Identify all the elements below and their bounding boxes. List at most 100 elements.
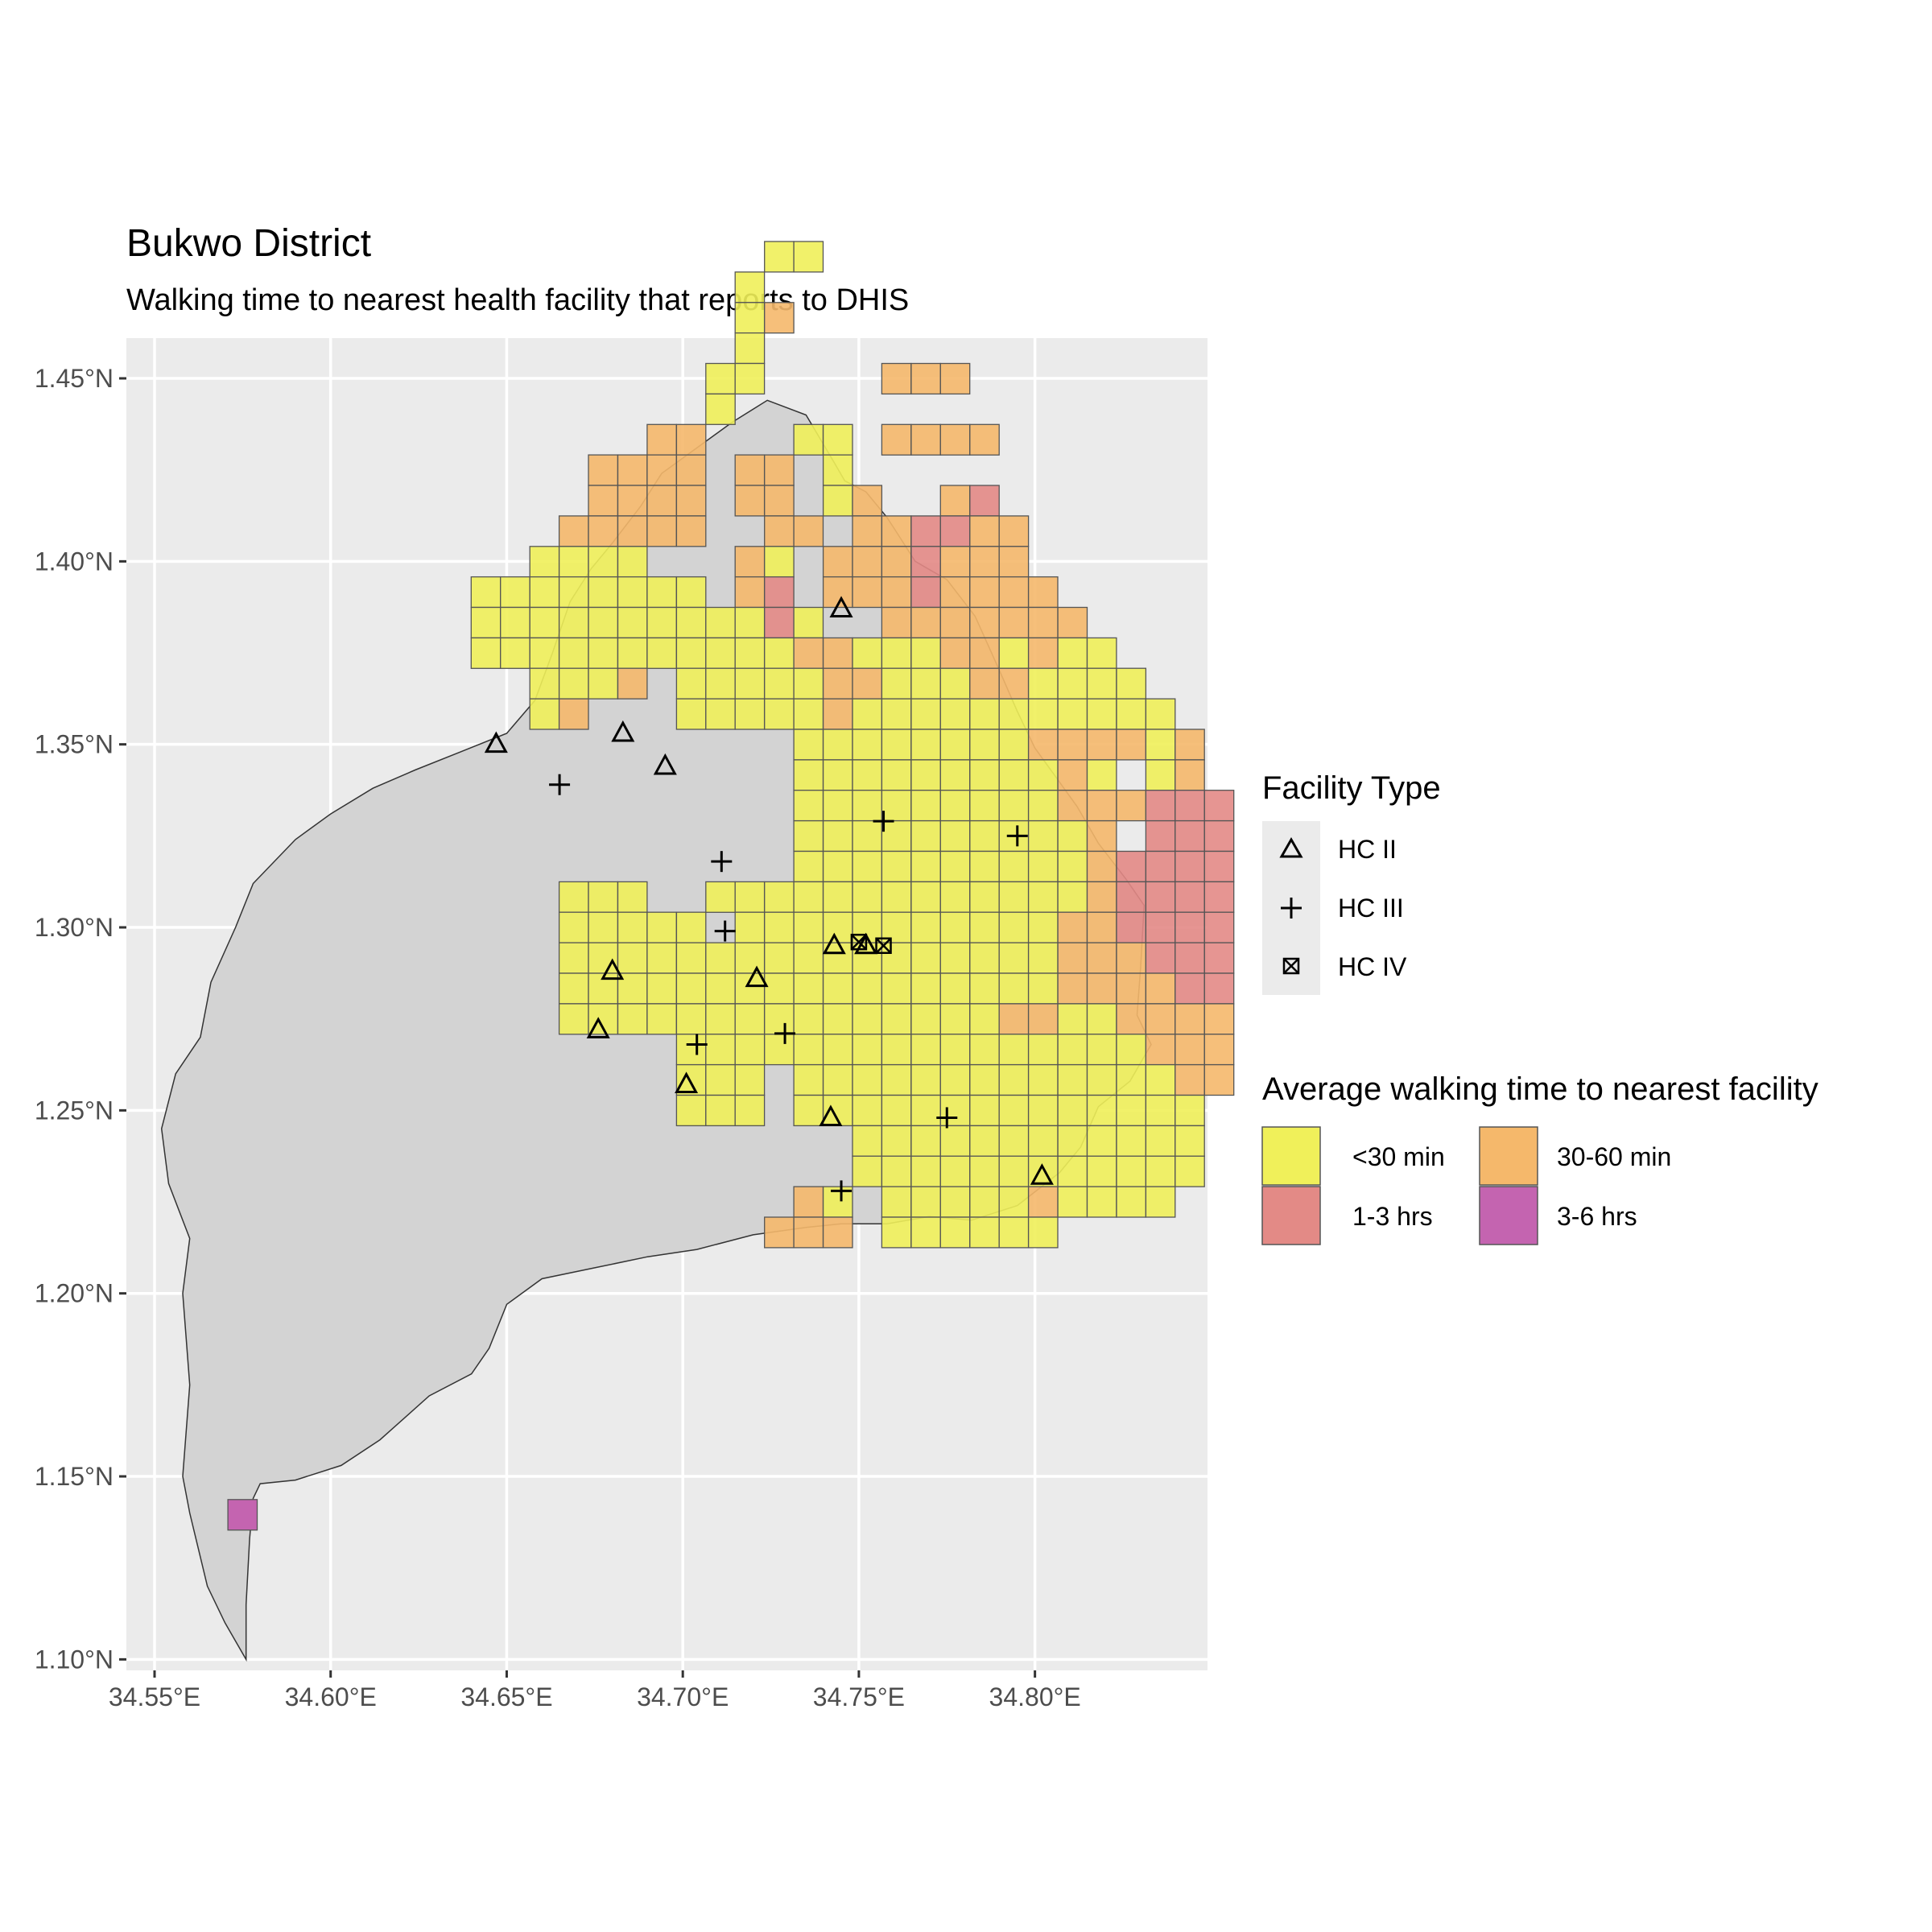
cell-under-30-min — [1027, 698, 1059, 730]
cell-under-30-min — [852, 1125, 883, 1157]
cell-under-30-min — [822, 972, 853, 1005]
cell-under-30-min — [617, 546, 648, 578]
legend-label-hc4: HC IV — [1338, 952, 1407, 981]
cell-under-30-min — [675, 1003, 707, 1035]
cell-under-30-min — [969, 1034, 1000, 1066]
cell-under-30-min — [588, 881, 619, 913]
cell-under-30-min — [470, 576, 502, 609]
cell-1-3-hrs — [1145, 911, 1176, 943]
cell-30-60-min — [675, 454, 707, 486]
cell-under-30-min — [1027, 1094, 1059, 1127]
cell-30-60-min — [1027, 1186, 1059, 1218]
cell-30-60-min — [939, 485, 971, 517]
cell-under-30-min — [1027, 667, 1059, 700]
facility-type-legend: Facility Type HC II HC III HC IV — [1262, 770, 1441, 995]
cell-under-30-min — [1057, 1094, 1088, 1127]
cell-under-30-min — [705, 606, 736, 639]
cell-under-30-min — [852, 1063, 883, 1096]
cell-30-60-min — [1145, 1034, 1176, 1066]
cell-under-30-min — [1086, 1094, 1117, 1127]
cell-under-30-min — [1116, 698, 1147, 730]
cell-1-3-hrs — [1174, 911, 1205, 943]
cell-30-60-min — [1086, 881, 1117, 913]
y-tick-label: 1.35°N — [35, 730, 114, 759]
cell-30-60-min — [617, 454, 648, 486]
cell-30-60-min — [969, 667, 1000, 700]
cell-under-30-min — [822, 1063, 853, 1096]
cell-under-30-min — [764, 546, 795, 578]
cell-1-3-hrs — [1174, 790, 1205, 822]
cell-1-3-hrs — [1145, 881, 1176, 913]
cell-under-30-min — [793, 698, 824, 730]
cell-under-30-min — [998, 790, 1030, 822]
cell-30-60-min — [881, 515, 912, 547]
x-tick-label: 34.55°E — [109, 1682, 200, 1711]
cell-under-30-min — [939, 1186, 971, 1218]
cell-30-60-min — [764, 515, 795, 547]
facility-hc2-marker — [484, 731, 508, 753]
chart-title: Bukwo District — [126, 222, 371, 265]
cell-under-30-min — [969, 881, 1000, 913]
cell-30-60-min — [1086, 790, 1117, 822]
legend-label-30-60-min: 30-60 min — [1557, 1142, 1671, 1171]
cell-under-30-min — [910, 972, 941, 1005]
cell-under-30-min — [881, 729, 912, 761]
cell-30-60-min — [998, 606, 1030, 639]
cell-30-60-min — [939, 546, 971, 578]
cell-30-60-min — [764, 454, 795, 486]
cell-30-60-min — [1116, 972, 1147, 1005]
cell-under-30-min — [1057, 1125, 1088, 1157]
cell-under-30-min — [1027, 942, 1059, 974]
cell-under-30-min — [793, 790, 824, 822]
cell-30-60-min — [558, 698, 589, 730]
cell-under-30-min — [1027, 759, 1059, 791]
map-panel — [126, 241, 1235, 1670]
cell-under-30-min — [588, 667, 619, 700]
legend-item-hc2: HC II — [1279, 835, 1397, 864]
cell-30-60-min — [1057, 729, 1088, 761]
cell-under-30-min — [1145, 1155, 1176, 1187]
cell-1-3-hrs — [910, 546, 941, 578]
cell-1-3-hrs — [1145, 850, 1176, 883]
cell-under-30-min — [998, 942, 1030, 974]
cell-under-30-min — [705, 698, 736, 730]
cell-under-30-min — [881, 1094, 912, 1127]
cell-under-30-min — [939, 1155, 971, 1187]
cell-under-30-min — [822, 819, 853, 852]
cell-under-30-min — [1086, 1034, 1117, 1066]
cell-under-30-min — [881, 881, 912, 913]
cell-30-60-min — [1057, 942, 1088, 974]
cell-1-3-hrs — [1116, 881, 1147, 913]
cell-under-30-min — [910, 637, 941, 669]
cell-under-30-min — [881, 1034, 912, 1066]
cell-1-3-hrs — [1116, 850, 1147, 883]
cell-under-30-min — [675, 911, 707, 943]
cell-under-30-min — [910, 667, 941, 700]
cell-under-30-min — [793, 850, 824, 883]
cell-under-30-min — [939, 1094, 971, 1127]
cell-30-60-min — [881, 362, 912, 395]
cell-under-30-min — [998, 1034, 1030, 1066]
cell-30-60-min — [1174, 759, 1205, 791]
cell-30-60-min — [588, 485, 619, 517]
facility-hc3-marker — [774, 1022, 796, 1044]
cell-under-30-min — [910, 698, 941, 730]
cell-under-30-min — [822, 454, 853, 486]
cell-30-60-min — [910, 423, 941, 456]
cell-under-30-min — [617, 911, 648, 943]
cell-under-30-min — [939, 881, 971, 913]
cell-under-30-min — [734, 1063, 766, 1096]
cell-under-30-min — [793, 1094, 824, 1127]
cell-1-3-hrs — [1145, 790, 1176, 822]
cell-under-30-min — [1116, 667, 1147, 700]
facility-hc3-marker — [1006, 825, 1028, 847]
facility-hc2-marker — [822, 932, 846, 955]
cell-30-60-min — [617, 667, 648, 700]
cell-under-30-min — [969, 1125, 1000, 1157]
cell-30-60-min — [1086, 942, 1117, 974]
facility-hc2-marker — [819, 1104, 843, 1126]
cell-under-30-min — [969, 1155, 1000, 1187]
cell-under-30-min — [1027, 1216, 1059, 1249]
cell-30-60-min — [1174, 1003, 1205, 1035]
cell-30-60-min — [822, 546, 853, 578]
